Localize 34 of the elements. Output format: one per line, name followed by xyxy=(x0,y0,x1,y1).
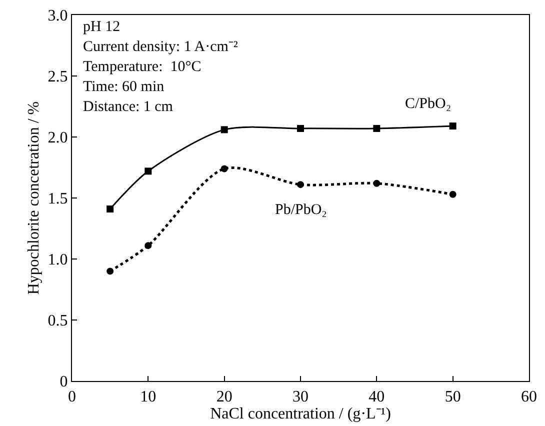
point xyxy=(106,268,114,275)
y-tick-label: 0.5 xyxy=(48,312,68,330)
point xyxy=(144,242,152,250)
annotation: pH 12 xyxy=(83,19,120,35)
point xyxy=(220,165,228,172)
x-tick-label: 50 xyxy=(444,388,461,406)
point xyxy=(297,181,304,188)
x-tick-label: 10 xyxy=(140,388,156,406)
point xyxy=(373,180,380,187)
series-label: Pb/PbO₂ xyxy=(275,202,327,218)
y-tick-label: 1.0 xyxy=(48,252,68,269)
point xyxy=(373,124,380,132)
point xyxy=(220,126,228,134)
point xyxy=(297,124,304,132)
y-tick-label: 2.0 xyxy=(48,130,68,147)
x-tick-label: 20 xyxy=(216,388,232,406)
y-tick-label: 2.5 xyxy=(48,68,68,86)
x-tick-label: 40 xyxy=(368,388,385,406)
y-tick-label: 0 xyxy=(60,374,68,391)
x-tick-label: 30 xyxy=(292,388,308,406)
annotation: Current density: 1 A·cm⁻² xyxy=(83,39,238,55)
annotation: Time: 60 min xyxy=(83,79,165,95)
series-label: C/PbO₂ xyxy=(405,96,452,112)
point xyxy=(144,168,152,175)
x-tick-label: 60 xyxy=(521,388,537,406)
point xyxy=(449,190,456,198)
y-tick-label: 3.0 xyxy=(48,8,68,25)
annotation: Temperature: 10°C xyxy=(83,59,202,75)
point xyxy=(106,205,114,212)
x-axis-title: NaCl concentration / (g·L⁻¹) xyxy=(210,405,391,422)
y-axis-title: Hypochlorite concetration / % xyxy=(26,101,43,295)
point xyxy=(449,122,456,130)
annotation: Distance: 1 cm xyxy=(83,99,174,115)
y-tick-label: 1.5 xyxy=(48,190,68,208)
